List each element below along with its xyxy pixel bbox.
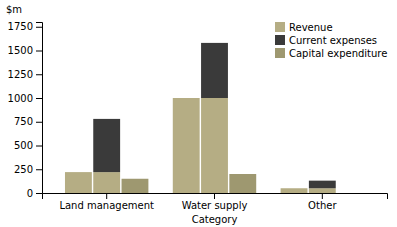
y-tick-label: 0 [27,188,33,199]
bar [201,98,228,193]
y-tick: 0 [27,188,42,199]
y-tick-mark [36,27,42,28]
y-tick-label: 750 [14,116,33,127]
y-tick: 1250 [8,69,42,80]
x-tick-label: Other [308,200,337,211]
bar [309,181,336,189]
y-tick: 750 [14,116,42,127]
plot: 0 250 500 750 1000 1250 1500 1750 Land managemen… [8,21,388,211]
y-tick-label: 1500 [8,45,33,56]
bar [122,179,149,193]
bar [309,188,336,193]
legend-label: Revenue [289,22,333,33]
y-tick-mark [36,122,42,123]
x-tick: Land management [59,193,154,211]
x-tick-mark [322,193,323,199]
legend-label: Current expenses [289,35,377,46]
legend-swatch [275,35,285,45]
chart: 0 250 500 750 1000 1250 1500 1750 Land managemen… [0,0,397,227]
y-tick-mark [36,146,42,147]
y-tick-mark [36,169,42,170]
bar [93,172,120,193]
y-tick: 1750 [8,21,42,32]
y-tick-label: 1750 [8,21,33,32]
bar [201,43,228,98]
bar [65,172,92,193]
legend-label: Capital expenditure [289,48,387,59]
y-tick-label: 500 [14,140,33,151]
y-axis: 0 250 500 750 1000 1250 1500 1750 [8,21,43,198]
bar [337,193,364,194]
x-axis-title: Category [192,214,238,225]
y-tick: 1500 [8,45,42,56]
x-tick-mark [214,193,215,199]
y-tick-mark [36,51,42,52]
legend-item: Current expenses [275,35,377,46]
y-tick: 250 [14,164,42,175]
y-tick-mark [36,74,42,75]
bars [65,43,336,193]
legend-item: Revenue [275,22,333,33]
y-tick-label: 250 [14,164,33,175]
legend-swatch [275,48,285,58]
y-tick-label: 1000 [8,93,33,104]
bar [229,174,256,193]
bar [173,98,200,193]
x-tick-label: Land management [59,200,154,211]
y-tick-label: 1250 [8,69,33,80]
y-tick-mark [36,98,42,99]
legend-swatch [275,22,285,32]
x-axis: Land management Water supply Other [43,193,388,211]
y-tick: 1000 [8,93,42,104]
legend-item: Capital expenditure [275,48,387,59]
y-axis-title: $m [6,4,22,15]
x-tick-mark [106,193,107,199]
legend: Revenue Current expenses Capital expenditu… [275,22,387,59]
x-tick: Other [308,193,337,211]
x-tick: Water supply [182,193,248,211]
bar [93,119,120,172]
y-tick-mark [36,193,42,194]
bar [281,188,308,193]
y-axis-line [36,23,43,194]
x-tick-label: Water supply [182,200,248,211]
y-tick: 500 [14,140,42,151]
x-axis-line [43,194,388,200]
